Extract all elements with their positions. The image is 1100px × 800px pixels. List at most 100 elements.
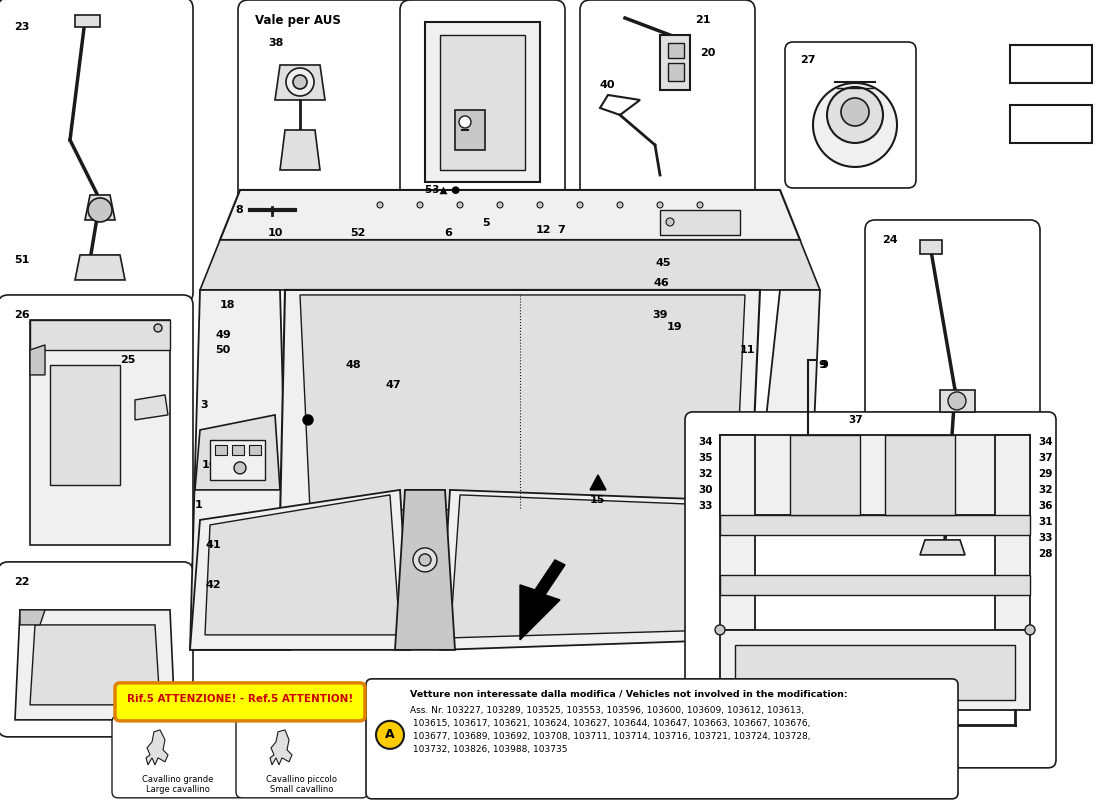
Circle shape (377, 202, 383, 208)
Polygon shape (15, 610, 175, 720)
Text: 1: 1 (195, 500, 202, 510)
Polygon shape (270, 730, 292, 765)
Circle shape (459, 116, 471, 128)
Text: 103677, 103689, 103692, 103708, 103711, 103714, 103716, 103721, 103724, 103728,: 103677, 103689, 103692, 103708, 103711, … (410, 732, 811, 741)
Text: 25: 25 (120, 355, 135, 365)
Text: 32: 32 (1038, 485, 1053, 495)
Text: 35: 35 (698, 453, 713, 463)
Bar (50, 365, 120, 485)
FancyBboxPatch shape (366, 679, 958, 799)
Polygon shape (600, 95, 640, 115)
Circle shape (842, 98, 869, 126)
Text: = 42 mm
= 1,65 inch: = 42 mm = 1,65 inch (245, 725, 297, 744)
Bar (455, 110, 485, 150)
Text: Datcelinture: Datcelinture (426, 346, 734, 494)
Text: 43: 43 (375, 700, 390, 710)
FancyBboxPatch shape (112, 716, 244, 798)
Text: Vetture non interessate dalla modifica / Vehicles not involved in the modificati: Vetture non interessate dalla modifica /… (410, 690, 848, 699)
Polygon shape (220, 190, 800, 240)
Bar (30, 320, 170, 545)
Circle shape (456, 202, 463, 208)
Polygon shape (920, 540, 965, 555)
Polygon shape (755, 290, 820, 520)
Text: 12: 12 (536, 225, 551, 235)
Bar (790, 435, 860, 515)
Text: 6: 6 (444, 228, 452, 238)
Text: 53▲ ●: 53▲ ● (425, 185, 460, 195)
Text: 17: 17 (468, 700, 484, 710)
Text: 37: 37 (849, 415, 864, 425)
Circle shape (697, 202, 703, 208)
Text: 7: 7 (557, 225, 564, 235)
Circle shape (302, 415, 313, 425)
Circle shape (715, 625, 725, 635)
Polygon shape (146, 730, 168, 765)
Polygon shape (520, 560, 565, 640)
Text: 10: 10 (268, 228, 284, 238)
Bar (660, 210, 740, 235)
FancyBboxPatch shape (580, 0, 755, 215)
Polygon shape (85, 195, 116, 220)
Text: 18: 18 (220, 300, 235, 310)
Text: 5: 5 (482, 218, 490, 228)
Text: 50: 50 (214, 345, 230, 355)
Bar (232, 445, 244, 455)
Polygon shape (200, 240, 820, 290)
Text: 39: 39 (652, 310, 668, 320)
Text: 28: 28 (1038, 549, 1053, 559)
Text: 48: 48 (345, 360, 361, 370)
Bar (440, 35, 525, 170)
Text: 51: 51 (882, 520, 898, 530)
FancyBboxPatch shape (0, 0, 192, 303)
Text: 22: 22 (14, 577, 30, 587)
Bar (886, 435, 955, 515)
Bar (720, 515, 1030, 535)
FancyBboxPatch shape (236, 716, 368, 798)
Text: 45: 45 (654, 258, 671, 268)
Text: 32: 32 (698, 469, 713, 479)
Circle shape (286, 68, 313, 96)
Text: 36: 36 (1038, 501, 1053, 511)
Bar (660, 35, 690, 90)
Bar (1010, 105, 1092, 143)
Polygon shape (395, 490, 455, 650)
Polygon shape (205, 495, 400, 635)
Text: 19: 19 (667, 322, 683, 332)
FancyBboxPatch shape (865, 220, 1040, 570)
Circle shape (578, 202, 583, 208)
Circle shape (497, 202, 503, 208)
Circle shape (813, 83, 896, 167)
Bar (720, 630, 1030, 710)
FancyBboxPatch shape (685, 412, 1056, 768)
Circle shape (293, 75, 307, 89)
Bar (720, 575, 1030, 595)
Polygon shape (190, 490, 410, 650)
Text: 103732, 103826, 103988, 103735: 103732, 103826, 103988, 103735 (410, 745, 568, 754)
Bar (1010, 45, 1092, 83)
Polygon shape (720, 480, 810, 520)
Polygon shape (450, 495, 720, 638)
Text: 38: 38 (268, 38, 284, 48)
Polygon shape (590, 475, 606, 490)
Text: 15: 15 (590, 495, 605, 505)
Text: passione: passione (438, 262, 662, 378)
Circle shape (376, 721, 404, 749)
Text: Ass. Nr. 103227, 103289, 103525, 103553, 103596, 103600, 103609, 103612, 103613,: Ass. Nr. 103227, 103289, 103525, 103553,… (410, 706, 804, 715)
Text: Vale per AUS: Vale per AUS (255, 14, 341, 27)
Text: 41: 41 (205, 540, 221, 550)
Polygon shape (20, 610, 45, 625)
Circle shape (537, 202, 543, 208)
Bar (996, 435, 1030, 630)
Text: 23: 23 (14, 22, 30, 32)
Text: 34: 34 (698, 437, 713, 447)
Text: Versione 2 posti
2 seat version: Versione 2 posti 2 seat version (729, 727, 830, 749)
Polygon shape (440, 490, 730, 650)
FancyBboxPatch shape (0, 295, 192, 570)
Circle shape (617, 202, 623, 208)
Text: 51: 51 (14, 255, 30, 265)
Text: 40: 40 (600, 80, 616, 90)
Text: Rif.5 ATTENZIONE! - Ref.5 ATTENTION!: Rif.5 ATTENZIONE! - Ref.5 ATTENTION! (126, 694, 353, 704)
Text: 42: 42 (205, 580, 221, 590)
Polygon shape (30, 625, 159, 705)
Circle shape (412, 548, 437, 572)
